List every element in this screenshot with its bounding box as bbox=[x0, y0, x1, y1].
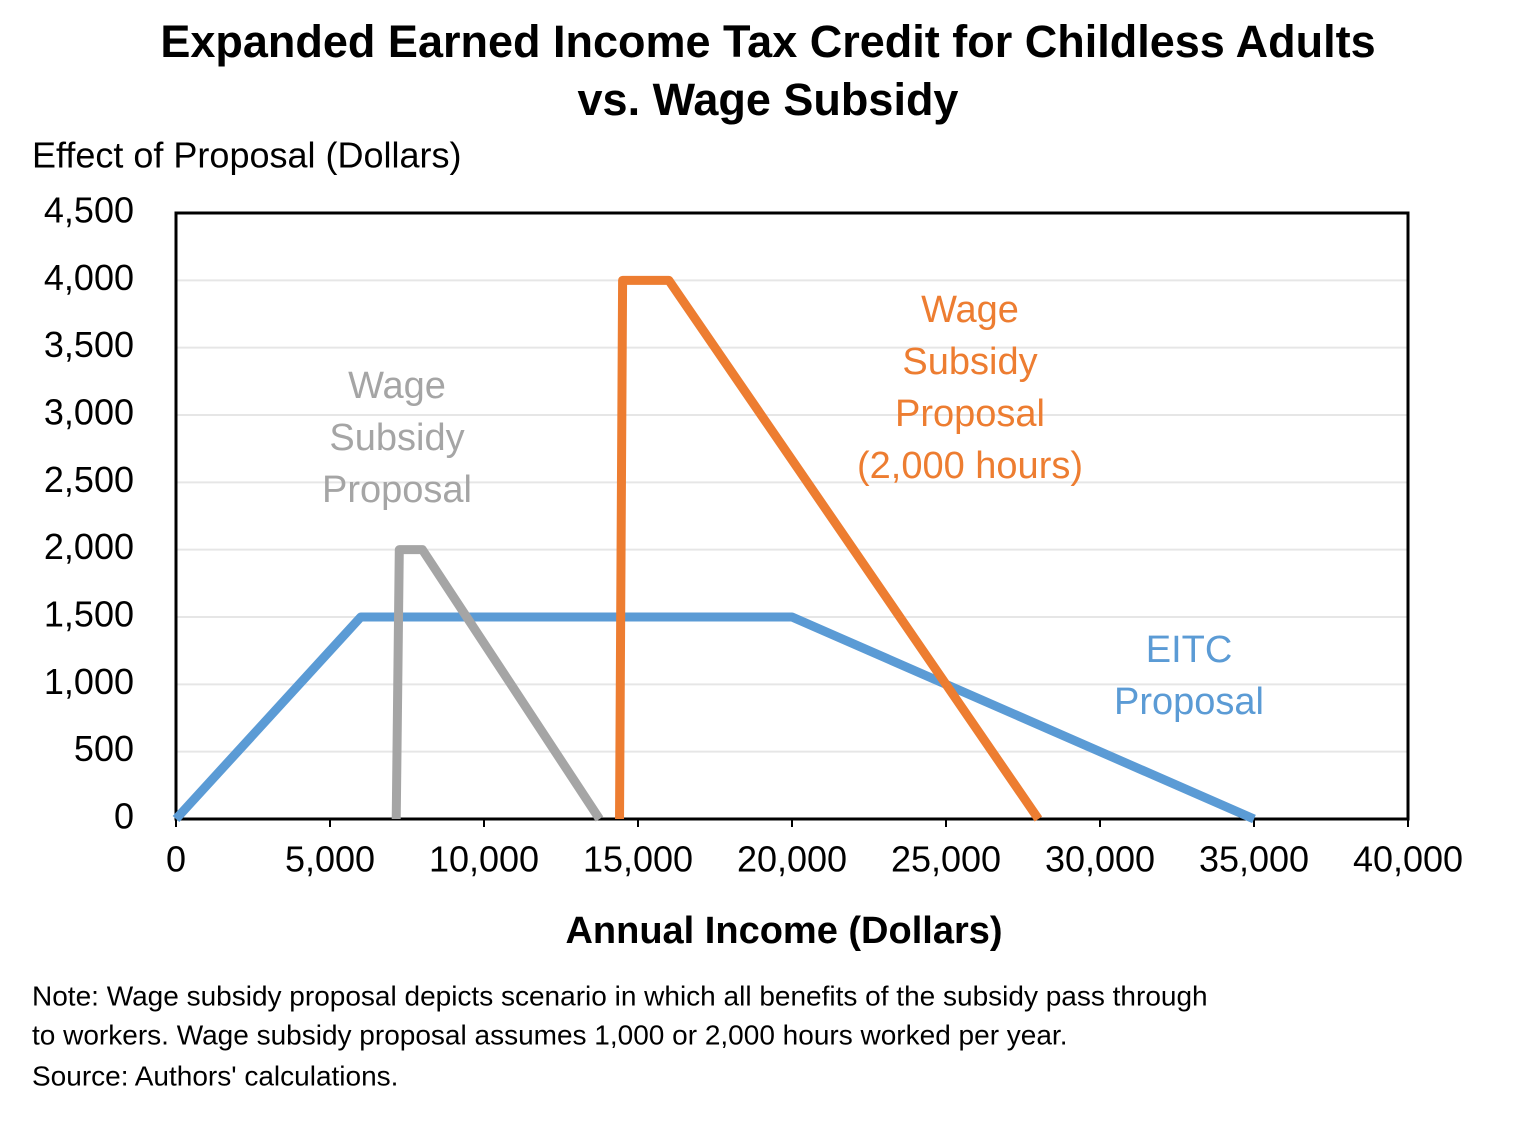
y-tick-label: 2,000 bbox=[44, 526, 134, 567]
y-tick-label: 4,500 bbox=[44, 190, 134, 231]
annotation: Wage bbox=[348, 365, 446, 407]
series-line bbox=[391, 545, 604, 822]
annotation: Wage bbox=[921, 289, 1019, 331]
x-tick-label: 20,000 bbox=[737, 839, 847, 880]
y-tick-label: 2,500 bbox=[44, 459, 134, 500]
annotation: Subsidy bbox=[902, 341, 1037, 383]
plot-border bbox=[174, 211, 1410, 821]
x-tick-label: 0 bbox=[166, 839, 186, 880]
annotation: EITC bbox=[1146, 629, 1233, 671]
y-tick-label: 0 bbox=[114, 796, 134, 837]
x-tick-label: 10,000 bbox=[429, 839, 539, 880]
x-tick-label: 25,000 bbox=[891, 839, 1001, 880]
x-tick-label: 35,000 bbox=[1199, 839, 1309, 880]
annotation: (2,000 hours) bbox=[857, 445, 1083, 487]
y-tick-label: 500 bbox=[74, 728, 134, 769]
x-tick-label: 30,000 bbox=[1045, 839, 1155, 880]
y-tick-label: 3,500 bbox=[44, 324, 134, 365]
series-line bbox=[615, 275, 1043, 822]
note: Note: Wage subsidy proposal depicts scen… bbox=[32, 980, 1208, 1011]
annotation: Proposal bbox=[1114, 681, 1264, 723]
y-tick-label: 4,000 bbox=[44, 257, 134, 298]
y-tick-label: 3,000 bbox=[44, 392, 134, 433]
x-axis-label: Annual Income (Dollars) bbox=[565, 910, 1002, 952]
y-tick-label: 1,500 bbox=[44, 594, 134, 635]
chart-title: vs. Wage Subsidy bbox=[578, 74, 959, 125]
note: to workers. Wage subsidy proposal assume… bbox=[32, 1019, 1068, 1050]
series-line bbox=[172, 612, 1256, 824]
annotation: Subsidy bbox=[329, 417, 464, 459]
y-axis-label: Effect of Proposal (Dollars) bbox=[32, 135, 462, 176]
x-tick-label: 5,000 bbox=[285, 839, 375, 880]
chart-title: Expanded Earned Income Tax Credit for Ch… bbox=[160, 16, 1375, 67]
x-tick-label: 15,000 bbox=[583, 839, 693, 880]
annotation: Proposal bbox=[322, 469, 472, 511]
annotation: Proposal bbox=[895, 393, 1045, 435]
note: Source: Authors' calculations. bbox=[32, 1060, 398, 1091]
y-tick-label: 1,000 bbox=[44, 661, 134, 702]
x-tick-label: 40,000 bbox=[1353, 839, 1463, 880]
